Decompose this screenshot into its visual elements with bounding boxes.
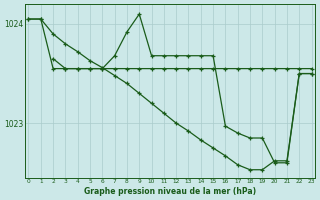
X-axis label: Graphe pression niveau de la mer (hPa): Graphe pression niveau de la mer (hPa) xyxy=(84,187,256,196)
